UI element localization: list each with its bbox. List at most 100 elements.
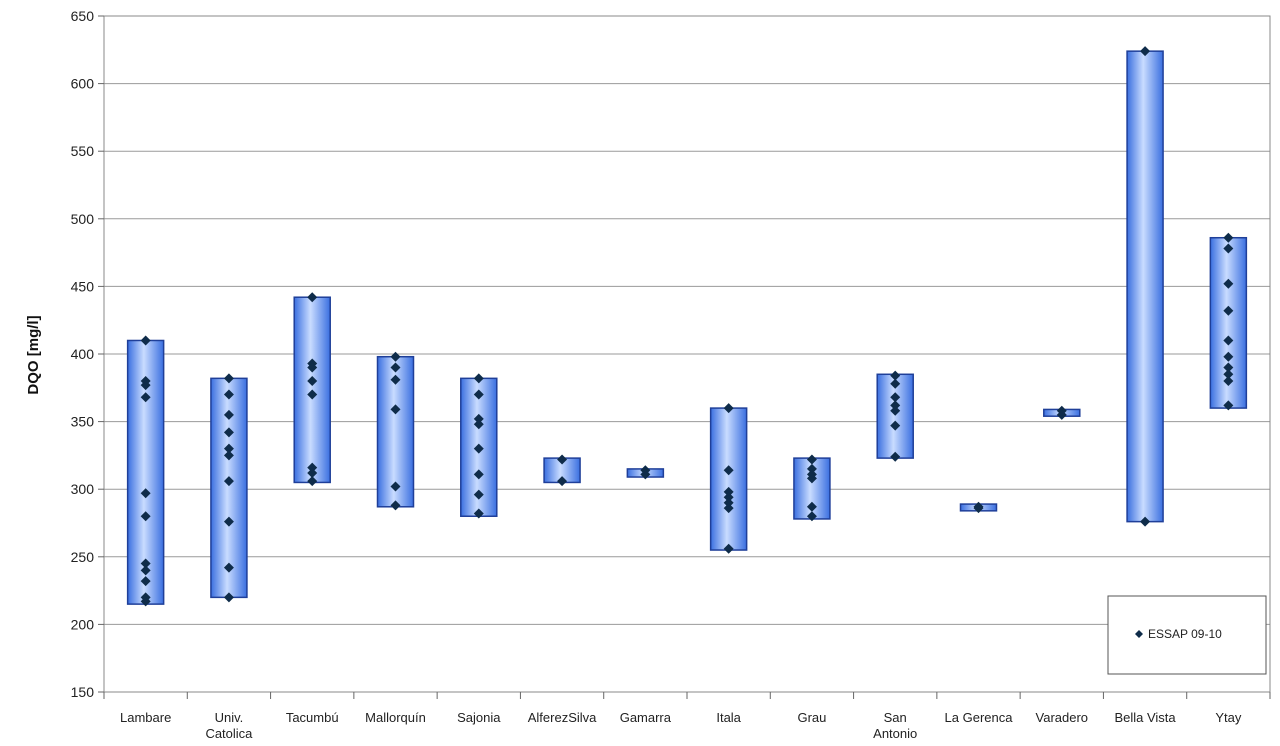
data-point	[473, 413, 484, 424]
data-point	[390, 404, 401, 415]
data-point	[140, 596, 151, 607]
data-point	[473, 373, 484, 384]
data-point	[890, 405, 901, 416]
x-category-label: Sajonia	[457, 710, 501, 725]
x-category-label: Mallorquín	[365, 710, 426, 725]
data-point	[223, 476, 234, 487]
data-point	[140, 380, 151, 391]
data-point	[390, 362, 401, 373]
data-point	[390, 481, 401, 492]
y-tick-label: 200	[71, 616, 95, 632]
data-point	[1223, 278, 1234, 289]
y-tick-label: 650	[71, 8, 95, 24]
x-category-label: Varadero	[1036, 710, 1089, 725]
data-point	[307, 476, 318, 487]
legend-marker-icon	[1135, 630, 1143, 638]
x-category-label: Grau	[797, 710, 826, 725]
data-point	[473, 443, 484, 454]
data-point	[223, 389, 234, 400]
data-point	[557, 476, 568, 487]
range-bar	[1126, 50, 1164, 523]
y-tick-label: 300	[71, 481, 95, 497]
data-point	[1223, 400, 1234, 411]
data-point	[390, 500, 401, 511]
data-point	[806, 501, 817, 512]
data-point	[140, 511, 151, 522]
data-point	[140, 558, 151, 569]
axes	[98, 15, 1271, 699]
data-point	[473, 419, 484, 430]
x-category-label: San	[884, 710, 907, 725]
data-point	[307, 462, 318, 473]
data-point	[223, 373, 234, 384]
data-point	[140, 576, 151, 587]
x-category-label: Bella Vista	[1114, 710, 1176, 725]
data-point	[390, 374, 401, 385]
data-point	[1223, 376, 1234, 387]
data-point	[307, 362, 318, 373]
data-point	[307, 292, 318, 303]
data-point	[890, 370, 901, 381]
data-point	[1223, 369, 1234, 380]
x-category-label: Ytay	[1215, 710, 1242, 725]
y-tick-label: 550	[71, 143, 95, 159]
x-category-label: La Gerenca	[945, 710, 1014, 725]
data-point	[1223, 335, 1234, 346]
data-point	[723, 503, 734, 514]
data-point	[223, 443, 234, 454]
legend: ESSAP 09-10	[1107, 595, 1267, 675]
data-point	[473, 508, 484, 519]
data-point	[1223, 232, 1234, 243]
x-category-label: AlferezSilva	[528, 710, 597, 725]
data-point	[890, 392, 901, 403]
data-point	[307, 389, 318, 400]
data-point	[223, 409, 234, 420]
data-point	[723, 465, 734, 476]
y-tick-label: 350	[71, 414, 95, 430]
legend-entry: ESSAP 09-10	[1148, 627, 1222, 641]
data-point	[223, 427, 234, 438]
data-point	[140, 392, 151, 403]
range-bars	[126, 50, 1248, 605]
range-bar	[709, 407, 748, 551]
data-point	[890, 451, 901, 462]
data-point	[723, 497, 734, 508]
data-point	[307, 467, 318, 478]
data-point	[806, 473, 817, 484]
data-point	[473, 469, 484, 480]
data-point	[557, 454, 568, 465]
category-labels: Lambare Univ.Catolica Tacumbú Mallorquín Saj…	[120, 710, 1242, 741]
data-point	[1223, 351, 1234, 362]
y-tick-labels: 150 200 250 300 350 400 450 500 550 600 650	[71, 8, 95, 700]
data-point	[140, 488, 151, 499]
data-points	[140, 46, 1234, 607]
y-axis-title: DQO [mg/l]	[25, 315, 42, 394]
data-point	[473, 489, 484, 500]
data-point	[806, 454, 817, 465]
data-point	[890, 378, 901, 389]
x-category-label: Catolica	[205, 726, 253, 741]
x-category-label: Gamarra	[620, 710, 672, 725]
data-point	[640, 469, 651, 480]
y-tick-label: 400	[71, 346, 95, 362]
y-tick-label: 150	[71, 684, 95, 700]
x-category-label: Itala	[716, 710, 741, 725]
data-point	[806, 463, 817, 474]
data-point	[890, 400, 901, 411]
gridlines	[104, 83, 1270, 625]
data-point	[1223, 243, 1234, 254]
data-point	[223, 562, 234, 573]
x-category-label: Lambare	[120, 710, 171, 725]
x-category-label: Tacumbú	[286, 710, 339, 725]
y-tick-label: 250	[71, 549, 95, 565]
data-point	[1223, 362, 1234, 373]
y-tick-label: 600	[71, 76, 95, 92]
data-point	[890, 420, 901, 431]
y-tick-label: 500	[71, 211, 95, 227]
data-point	[390, 351, 401, 362]
x-category-label: Univ.	[215, 710, 244, 725]
data-point	[723, 492, 734, 503]
data-point	[1140, 516, 1151, 527]
data-point	[1223, 305, 1234, 316]
